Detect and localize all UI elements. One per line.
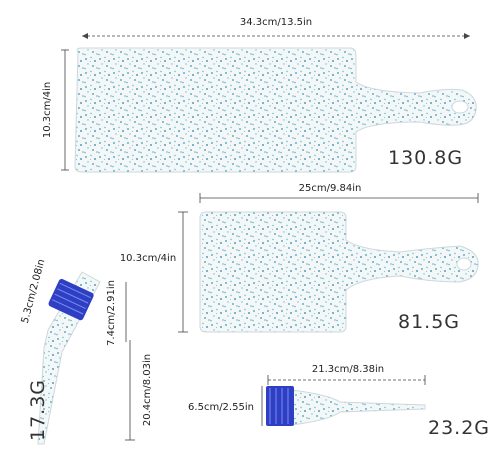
head-length-label: 7.4cm/2.91in bbox=[106, 280, 117, 346]
height-label: 10.3cm/4in bbox=[42, 82, 53, 138]
small-brush: 21.3cm/8.38in 6.5cm/2.55in 23.2G bbox=[188, 364, 490, 439]
medium-paddle-brush: 25cm/9.84in 10.3cm/4in 81.5G bbox=[120, 183, 479, 333]
width-label: 25cm/9.84in bbox=[299, 183, 362, 194]
height-label: 10.3cm/4in bbox=[120, 253, 176, 264]
width-label: 34.3cm/13.5in bbox=[240, 17, 312, 28]
weight-label: 81.5G bbox=[398, 311, 460, 333]
large-paddle-brush: 34.3cm/13.5in 10.3cm/4in 130.8G bbox=[42, 17, 477, 173]
weight-label: 130.8G bbox=[388, 147, 463, 169]
head-label: 5.3cm/2.08in bbox=[20, 258, 48, 325]
length-label: 21.3cm/8.38in bbox=[312, 364, 384, 375]
weight-label: 23.2G bbox=[428, 417, 490, 439]
head-label: 6.5cm/2.55in bbox=[188, 402, 254, 413]
weight-label: 17.3G bbox=[27, 379, 49, 441]
tint-brush: 5.3cm/2.08in 7.4cm/2.91in 20.4cm/8.03in … bbox=[20, 258, 153, 445]
length-label: 20.4cm/8.03in bbox=[142, 354, 153, 426]
